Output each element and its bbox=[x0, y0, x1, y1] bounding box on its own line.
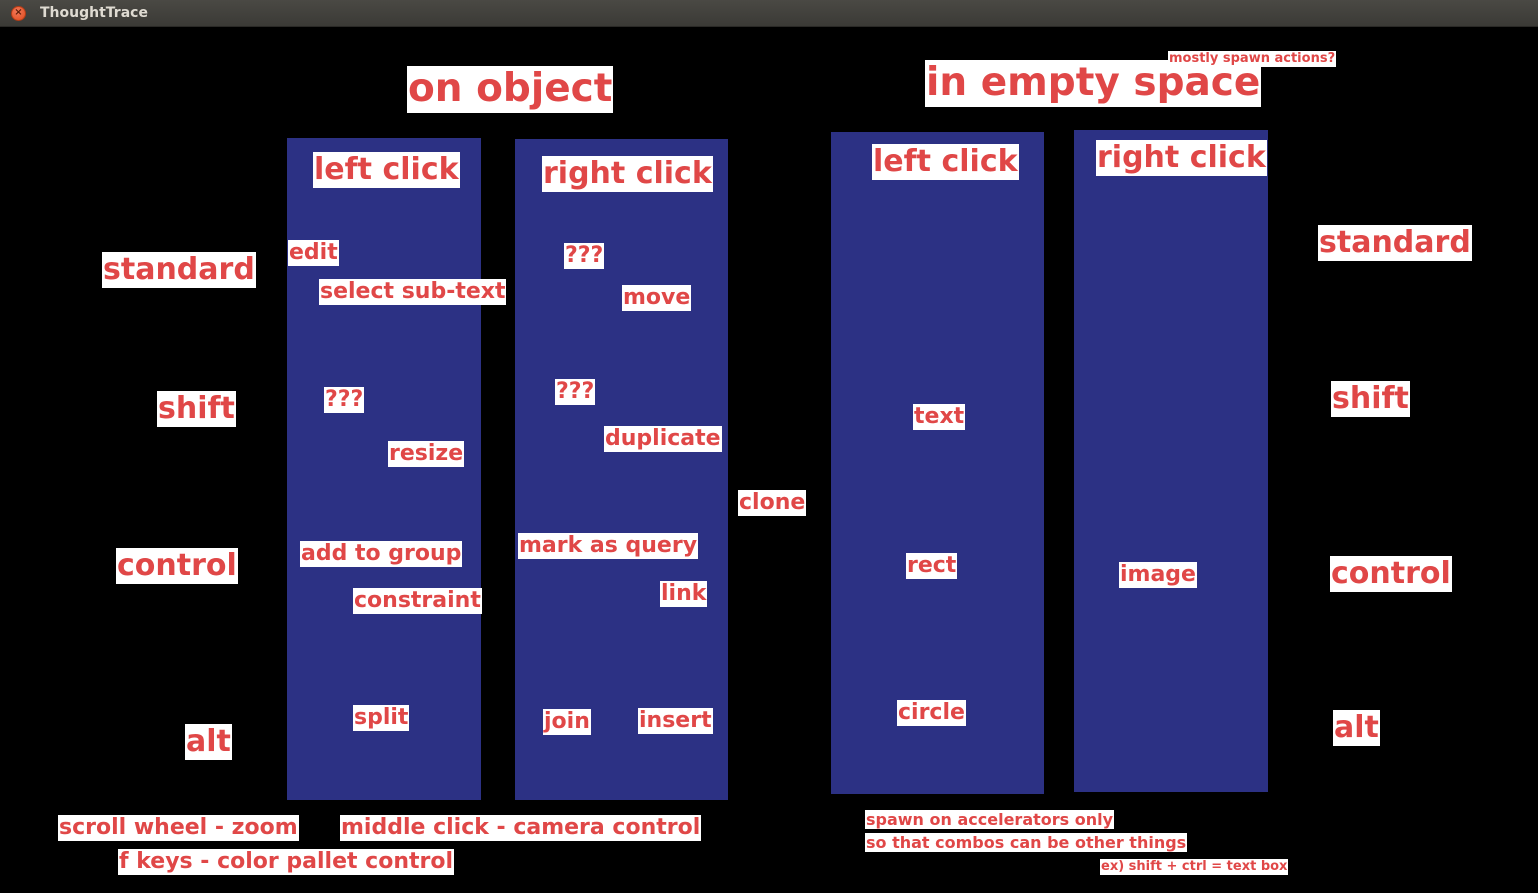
window-title: ThoughtTrace bbox=[40, 5, 148, 21]
action-split[interactable]: split bbox=[353, 705, 410, 732]
drawing-canvas[interactable]: on object in empty space mostly spawn ac… bbox=[0, 27, 1538, 893]
action-unknown-obj-right-1[interactable]: ??? bbox=[564, 243, 605, 270]
action-constraint[interactable]: constraint bbox=[353, 588, 482, 615]
action-spawn-rect[interactable]: rect bbox=[906, 553, 958, 580]
note-mostly-spawn[interactable]: mostly spawn actions? bbox=[1168, 51, 1337, 67]
action-spawn-text[interactable]: text bbox=[913, 404, 966, 431]
modifier-alt-left[interactable]: alt bbox=[185, 724, 232, 760]
note-f-keys[interactable]: f keys - color pallet control bbox=[118, 849, 455, 876]
action-insert[interactable]: insert bbox=[638, 708, 713, 735]
note-spawn-accelerators[interactable]: spawn on accelerators only bbox=[865, 810, 1115, 830]
action-clone[interactable]: clone bbox=[738, 490, 807, 517]
close-icon[interactable]: × bbox=[11, 6, 26, 21]
note-middle-click[interactable]: middle click - camera control bbox=[340, 815, 702, 842]
action-link[interactable]: link bbox=[660, 581, 708, 608]
action-move[interactable]: move bbox=[622, 285, 692, 312]
action-resize[interactable]: resize bbox=[388, 441, 465, 468]
title-bar: × ThoughtTrace bbox=[0, 0, 1538, 27]
modifier-control-right[interactable]: control bbox=[1330, 556, 1452, 592]
panel-empty-right-click[interactable] bbox=[1074, 130, 1268, 792]
modifier-control-left[interactable]: control bbox=[116, 548, 238, 584]
action-spawn-circle[interactable]: circle bbox=[897, 700, 966, 727]
empty-left-click-title[interactable]: left click bbox=[872, 144, 1019, 180]
action-unknown-obj-left[interactable]: ??? bbox=[324, 387, 365, 414]
obj-left-click-title[interactable]: left click bbox=[313, 152, 460, 188]
empty-right-click-title[interactable]: right click bbox=[1096, 140, 1267, 176]
action-select-sub-text[interactable]: select sub-text bbox=[319, 279, 507, 306]
action-edit[interactable]: edit bbox=[288, 240, 339, 267]
action-join[interactable]: join bbox=[543, 709, 591, 736]
modifier-standard-left[interactable]: standard bbox=[102, 252, 256, 288]
modifier-shift-right[interactable]: shift bbox=[1331, 381, 1410, 417]
obj-right-click-title[interactable]: right click bbox=[542, 156, 713, 192]
panel-empty-left-click[interactable] bbox=[831, 132, 1044, 794]
action-spawn-image[interactable]: image bbox=[1119, 562, 1197, 589]
modifier-shift-left[interactable]: shift bbox=[157, 391, 236, 427]
action-duplicate[interactable]: duplicate bbox=[604, 426, 722, 453]
heading-in-empty-space[interactable]: in empty space bbox=[925, 60, 1262, 107]
heading-on-object[interactable]: on object bbox=[407, 66, 614, 113]
action-unknown-obj-right-2[interactable]: ??? bbox=[555, 379, 596, 406]
action-add-to-group[interactable]: add to group bbox=[300, 541, 463, 568]
modifier-alt-right[interactable]: alt bbox=[1333, 710, 1380, 746]
note-spawn-example[interactable]: ex) shift + ctrl = text box bbox=[1100, 859, 1289, 875]
note-spawn-combos[interactable]: so that combos can be other things bbox=[865, 833, 1188, 853]
action-mark-as-query[interactable]: mark as query bbox=[518, 533, 699, 560]
panel-object-right-click[interactable] bbox=[515, 139, 728, 800]
note-scroll-wheel[interactable]: scroll wheel - zoom bbox=[58, 815, 299, 842]
panel-object-left-click[interactable] bbox=[287, 138, 481, 800]
modifier-standard-right[interactable]: standard bbox=[1318, 225, 1472, 261]
